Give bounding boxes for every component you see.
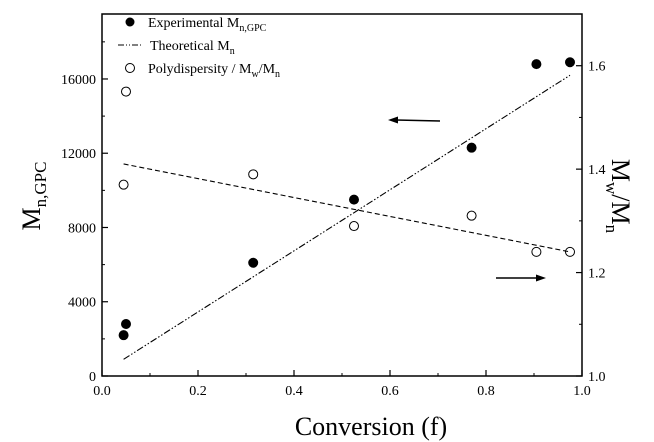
left-y-tick-label: 4000 [68, 296, 96, 311]
right-y-tick-label: 1.6 [588, 60, 606, 75]
legend-label-polydispersity: Polydispersity / Mw/Mn [148, 62, 280, 80]
x-axis-title: Conversion (f) [295, 412, 447, 441]
plot-area: 0.0 0.2 0.4 0.6 0.8 1.0 0 4000 8000 12000 16000 1.0… [61, 13, 606, 399]
legend: Experimental Mn,GPC Theoretical Mn Polyd… [118, 16, 280, 80]
right-y-tick-label: 1.4 [588, 163, 606, 178]
polydispersity-point [466, 210, 477, 221]
x-tick-label: 0.0 [93, 384, 111, 399]
polydispersity-point [248, 169, 259, 180]
right-y-tick-label: 1.0 [588, 370, 606, 385]
legend-marker-experimental [125, 17, 135, 27]
legend-label-experimental: Experimental Mn,GPC [148, 16, 267, 34]
polydispersity-point [121, 86, 131, 97]
polydispersity-point [349, 221, 359, 232]
polydispersity-point [531, 246, 542, 257]
theoretical-mn-line [123, 74, 571, 360]
experimental-mn-point [565, 57, 575, 68]
experimental-mn-point [248, 257, 259, 268]
right-y-tick-label: 1.2 [588, 267, 606, 282]
experimental-mn-point [531, 59, 542, 70]
x-tick-label: 0.4 [285, 384, 303, 399]
left-axis-title: Mn,GPC [17, 162, 50, 231]
legend-label-theoretical: Theoretical Mn [150, 39, 235, 57]
experimental-mn-point [349, 194, 359, 205]
right-axis-title: Mw/Mn [602, 159, 635, 234]
x-tick-label: 0.6 [381, 384, 399, 399]
polydispersity-trend-line [123, 163, 571, 253]
legend-marker-polydispersity [125, 63, 135, 73]
experimental-mn-point [118, 330, 129, 341]
arrow-to-left-axis [388, 116, 441, 124]
arrow-to-right-axis [496, 274, 546, 282]
left-y-tick-label: 16000 [61, 73, 96, 88]
polydispersity-point [118, 179, 129, 190]
x-tick-label: 1.0 [573, 384, 591, 399]
experimental-mn-point [466, 142, 477, 153]
left-y-tick-label: 8000 [68, 221, 96, 236]
experimental-mn-point [121, 319, 131, 330]
x-tick-label: 0.2 [189, 384, 207, 399]
polydispersity-point [565, 246, 575, 257]
left-y-tick-label: 0 [89, 370, 96, 385]
x-tick-label: 0.8 [477, 384, 495, 399]
left-y-tick-label: 12000 [61, 147, 96, 162]
